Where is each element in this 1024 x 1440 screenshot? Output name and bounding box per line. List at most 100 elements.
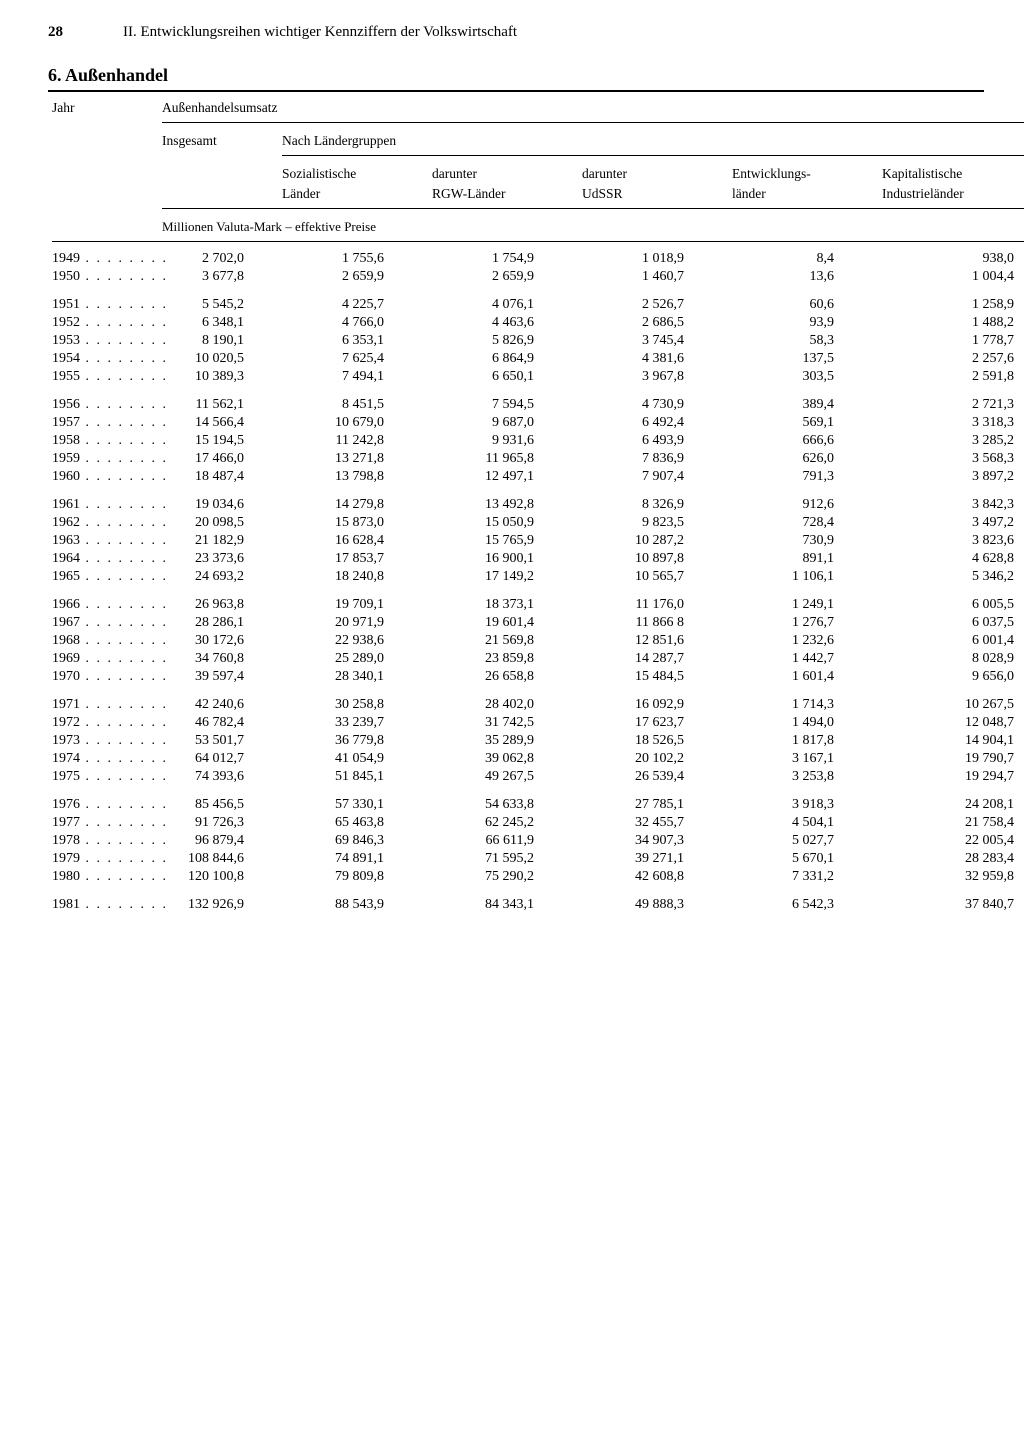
head-year: Jahr [48,98,158,118]
head-total: Insgesamt [158,131,278,151]
section-title: 6. Außenhandel [48,65,984,86]
table-row: 1974 . . . . . . . .64 012,741 054,939 0… [48,750,1024,768]
year-cell: 1973 . . . . . . . . [48,732,158,750]
value-cell: 1 249,1 [728,596,878,614]
group-gap [48,886,1024,896]
value-cell: 28 283,4 [878,850,1024,868]
value-cell: 24 693,2 [158,568,278,586]
value-cell: 4 076,1 [428,296,578,314]
value-cell: 11 965,8 [428,450,578,468]
value-cell: 28 286,1 [158,614,278,632]
value-cell: 54 633,8 [428,796,578,814]
value-cell: 65 463,8 [278,814,428,832]
value-cell: 18 240,8 [278,568,428,586]
value-cell: 60,6 [728,296,878,314]
value-cell: 3 497,2 [878,514,1024,532]
value-cell: 2 591,8 [878,368,1024,386]
value-cell: 7 836,9 [578,450,728,468]
value-cell: 4 628,8 [878,550,1024,568]
rule-under-subheads [162,208,1024,209]
group-gap [48,486,1024,496]
value-cell: 19 790,7 [878,750,1024,768]
value-cell: 15 194,5 [158,432,278,450]
value-cell: 13 492,8 [428,496,578,514]
value-cell: 891,1 [728,550,878,568]
running-head: 28 II. Entwicklungsreihen wichtiger Kenn… [48,24,984,41]
rule-under-unit [52,241,1024,242]
value-cell: 2 659,9 [428,268,578,286]
value-cell: 3 285,2 [878,432,1024,450]
table-row: 1949 . . . . . . . .2 702,01 755,61 754,… [48,250,1024,268]
value-cell: 6 493,9 [578,432,728,450]
value-cell: 3 967,8 [578,368,728,386]
head-ussr-1: darunter [578,164,728,184]
value-cell: 41 054,9 [278,750,428,768]
value-cell: 20 971,9 [278,614,428,632]
head-soz-1: Sozialistische [278,164,428,184]
value-cell: 8,4 [728,250,878,268]
table-row: 1972 . . . . . . . .46 782,433 239,731 7… [48,714,1024,732]
value-cell: 10 287,2 [578,532,728,550]
page-number: 28 [48,24,63,41]
value-cell: 21 569,8 [428,632,578,650]
value-cell: 30 258,8 [278,696,428,714]
value-cell: 730,9 [728,532,878,550]
value-cell: 6 492,4 [578,414,728,432]
value-cell: 49 888,3 [578,896,728,914]
value-cell: 6 864,9 [428,350,578,368]
value-cell: 8 190,1 [158,332,278,350]
value-cell: 23 373,6 [158,550,278,568]
value-cell: 2 686,5 [578,314,728,332]
value-cell: 18 526,5 [578,732,728,750]
value-cell: 108 844,6 [158,850,278,868]
year-cell: 1958 . . . . . . . . [48,432,158,450]
table-row: 1956 . . . . . . . .11 562,18 451,57 594… [48,396,1024,414]
year-cell: 1959 . . . . . . . . [48,450,158,468]
group-gap [48,786,1024,796]
value-cell: 569,1 [728,414,878,432]
year-cell: 1976 . . . . . . . . [48,796,158,814]
value-cell: 26 963,8 [158,596,278,614]
head-dev-1: Entwicklungs- [728,164,878,184]
table-row: 1980 . . . . . . . .120 100,879 809,875 … [48,868,1024,886]
year-cell: 1949 . . . . . . . . [48,250,158,268]
year-cell: 1980 . . . . . . . . [48,868,158,886]
table-row: 1950 . . . . . . . .3 677,82 659,92 659,… [48,268,1024,286]
value-cell: 1 488,2 [878,314,1024,332]
value-cell: 2 721,3 [878,396,1024,414]
value-cell: 3 167,1 [728,750,878,768]
table-row: 1979 . . . . . . . .108 844,674 891,171 … [48,850,1024,868]
value-cell: 15 765,9 [428,532,578,550]
table-row: 1973 . . . . . . . .53 501,736 779,835 2… [48,732,1024,750]
page: 28 II. Entwicklungsreihen wichtiger Kenn… [0,0,1024,1440]
head-dev-2: länder [728,184,878,204]
value-cell: 912,6 [728,496,878,514]
table-row: 1962 . . . . . . . .20 098,515 873,015 0… [48,514,1024,532]
value-cell: 1 601,4 [728,668,878,686]
value-cell: 17 466,0 [158,450,278,468]
value-cell: 39 062,8 [428,750,578,768]
year-cell: 1960 . . . . . . . . [48,468,158,486]
value-cell: 1 442,7 [728,650,878,668]
value-cell: 3 823,6 [878,532,1024,550]
value-cell: 17 149,2 [428,568,578,586]
table-row: 1954 . . . . . . . .10 020,57 625,46 864… [48,350,1024,368]
year-cell: 1978 . . . . . . . . [48,832,158,850]
value-cell: 22 938,6 [278,632,428,650]
table-row: 1963 . . . . . . . .21 182,916 628,415 7… [48,532,1024,550]
value-cell: 10 389,3 [158,368,278,386]
table-row: 1960 . . . . . . . .18 487,413 798,812 4… [48,468,1024,486]
table-row: 1981 . . . . . . . .132 926,988 543,984 … [48,896,1024,914]
value-cell: 96 879,4 [158,832,278,850]
value-cell: 93,9 [728,314,878,332]
value-cell: 2 702,0 [158,250,278,268]
year-cell: 1965 . . . . . . . . [48,568,158,586]
group-gap [48,286,1024,296]
table-row: 1978 . . . . . . . .96 879,469 846,366 6… [48,832,1024,850]
year-cell: 1970 . . . . . . . . [48,668,158,686]
table-row: 1967 . . . . . . . .28 286,120 971,919 6… [48,614,1024,632]
year-cell: 1977 . . . . . . . . [48,814,158,832]
value-cell: 64 012,7 [158,750,278,768]
value-cell: 303,5 [728,368,878,386]
value-cell: 1 106,1 [728,568,878,586]
